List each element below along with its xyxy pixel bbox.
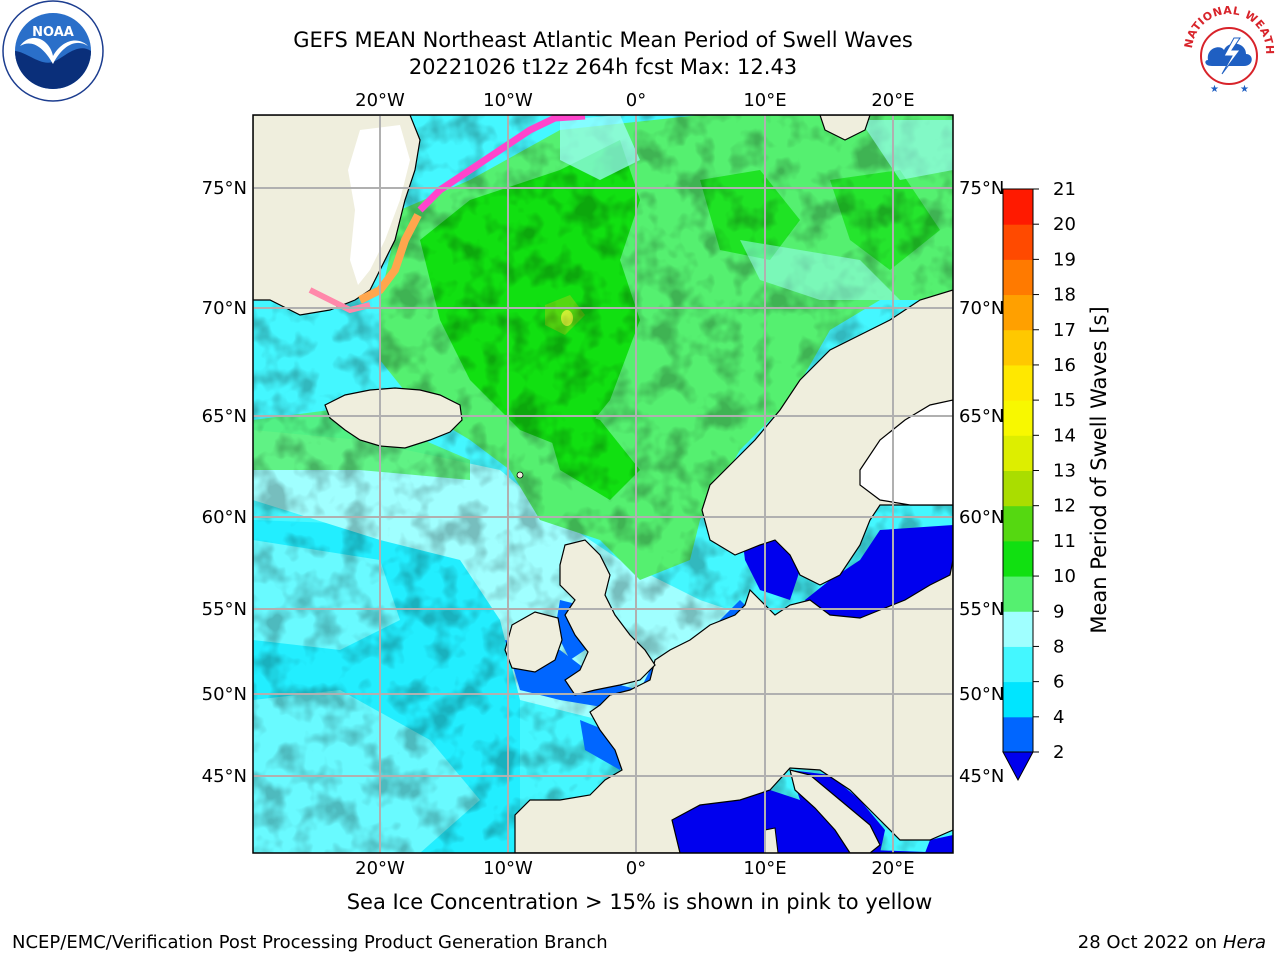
colorbar-swatch — [1003, 224, 1033, 260]
colorbar-swatch — [1003, 716, 1033, 753]
colorbar-tick-label: 19 — [1053, 249, 1076, 270]
colorbar-swatch — [1003, 189, 1033, 225]
lon-label-bottom: 20°E — [871, 858, 914, 879]
graticule — [253, 115, 953, 853]
lon-label-top: 10°W — [483, 90, 533, 111]
colorbar-swatch — [1003, 505, 1033, 542]
colorbar-tick-label: 2 — [1053, 742, 1064, 763]
colorbar-tick-label: 6 — [1053, 672, 1064, 693]
lon-label-top: 20°W — [355, 90, 405, 111]
lat-label-right: 65°N — [959, 406, 1004, 427]
lon-label-bottom: 10°E — [743, 858, 786, 879]
lat-label-left: 65°N — [202, 406, 247, 427]
colorbar-swatch — [1003, 329, 1033, 366]
colorbar-tick-label: 16 — [1053, 355, 1076, 376]
footer-date-text: 28 Oct 2022 on — [1077, 932, 1223, 953]
chart-title: GEFS MEAN Northeast Atlantic Mean Period… — [293, 28, 913, 52]
colorbar: 2 4 6 8 9 10 11 12 13 14 15 16 17 18 19 20 21 — [1002, 179, 1076, 782]
colorbar-tick-label: 10 — [1053, 566, 1076, 587]
noaa-logo-icon: NOAA — [2, 0, 104, 102]
colorbar-tick-label: 8 — [1053, 636, 1064, 657]
colorbar-tick-label: 15 — [1053, 390, 1076, 411]
colorbar-tick-label: 12 — [1053, 496, 1076, 517]
colorbar-swatch — [1003, 540, 1033, 577]
footer-host: Hera — [1222, 932, 1266, 953]
lat-label-left: 75°N — [202, 178, 247, 199]
lat-label-right: 60°N — [959, 507, 1004, 528]
colorbar-tick-label: 18 — [1053, 285, 1076, 306]
lat-label-right: 50°N — [959, 684, 1004, 705]
lon-label-top: 10°E — [743, 90, 786, 111]
colorbar-tick-label: 14 — [1053, 425, 1076, 446]
lon-label-top: 20°E — [871, 90, 914, 111]
national-weather-service-logo-icon: NATIONAL WEATHER SERVICE ★ ★ — [1178, 0, 1277, 99]
colorbar-swatch — [1003, 364, 1033, 401]
lat-label-left: 50°N — [202, 684, 247, 705]
footer-credit: NCEP/EMC/Verification Post Processing Pr… — [12, 932, 608, 953]
colorbar-swatch — [1003, 646, 1033, 683]
lat-label-left: 45°N — [202, 766, 247, 787]
svg-text:★: ★ — [1210, 84, 1219, 95]
colorbar-tick-label: 20 — [1053, 214, 1076, 235]
lon-label-top: 0° — [626, 90, 646, 111]
map-frame — [252, 114, 954, 854]
noaa-logo-text: NOAA — [32, 25, 74, 40]
lat-label-right: 55°N — [959, 599, 1004, 620]
colorbar-tick-label: 21 — [1053, 179, 1076, 200]
colorbar-swatch — [1003, 400, 1033, 436]
lat-label-right: 75°N — [959, 178, 1004, 199]
lon-label-bottom: 0° — [626, 858, 646, 879]
colorbar-swatch — [1003, 681, 1033, 718]
lat-label-left: 70°N — [202, 298, 247, 319]
colorbar-swatch — [1003, 435, 1033, 471]
map-plot-area — [253, 115, 953, 853]
footer-date: 28 Oct 2022 on Hera — [1078, 932, 1266, 953]
colorbar-tick-label: 11 — [1053, 531, 1076, 552]
chart-subtitle: 20221026 t12z 264h fcst Max: 12.43 — [408, 55, 798, 79]
colorbar-swatch — [1003, 259, 1033, 296]
colorbar-swatch — [1003, 576, 1033, 612]
colorbar-tick-label: 13 — [1053, 461, 1076, 482]
lat-label-left: 60°N — [202, 507, 247, 528]
lat-label-right: 45°N — [959, 766, 1004, 787]
lon-label-bottom: 10°W — [483, 858, 533, 879]
sea-ice-note: Sea Ice Concentration > 15% is shown in … — [346, 890, 933, 914]
colorbar-extend-triangle — [1002, 751, 1034, 782]
lon-label-bottom: 20°W — [355, 858, 405, 879]
colorbar-label: Mean Period of Swell Waves [s] — [1087, 306, 1111, 633]
svg-text:★: ★ — [1240, 84, 1249, 95]
colorbar-tick-label: 4 — [1053, 707, 1064, 728]
colorbar-swatch — [1003, 294, 1033, 331]
colorbar-tick-label: 9 — [1053, 601, 1064, 622]
lat-label-left: 55°N — [202, 599, 247, 620]
colorbar-swatch — [1003, 470, 1033, 507]
colorbar-swatch — [1003, 611, 1033, 647]
lat-label-right: 70°N — [959, 298, 1004, 319]
colorbar-tick-label: 17 — [1053, 320, 1076, 341]
